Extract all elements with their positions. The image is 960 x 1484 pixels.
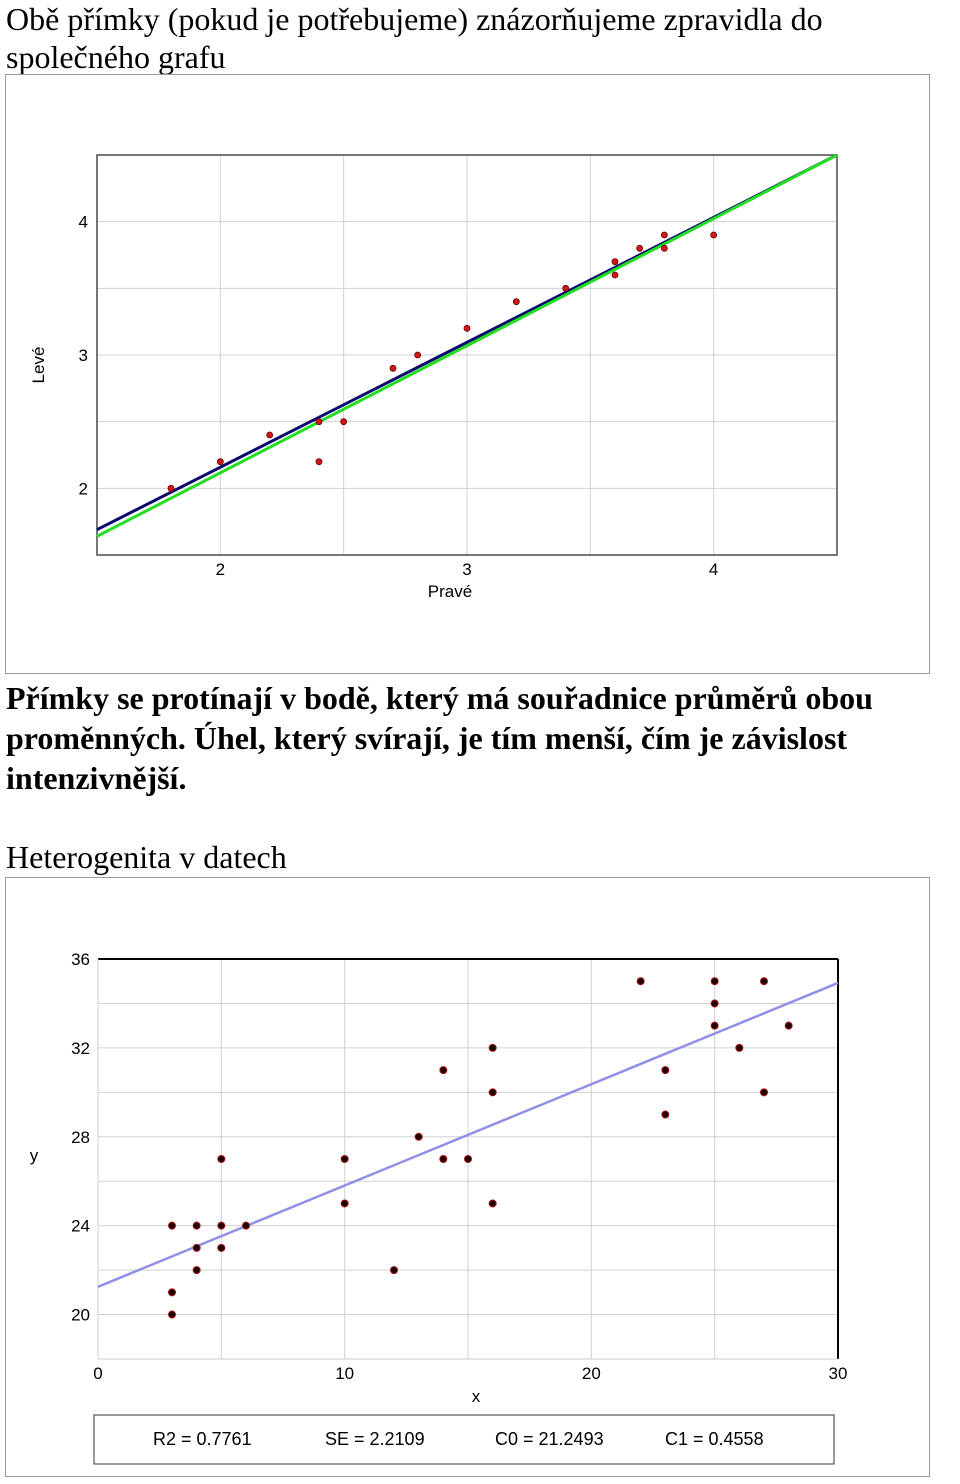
data-point [710,1021,719,1030]
stat-value: SE = 2.2109 [325,1429,425,1449]
data-point [390,1266,398,1275]
data-point [242,1221,250,1230]
data-point [340,1155,349,1163]
stat-value: R2 = 0.7761 [153,1429,252,1449]
section-heading-heterogeneity: Heterogenita v datech [6,839,287,875]
data-point [611,271,619,279]
data-point [439,1066,448,1075]
chart-panel-heterogeneity: 0 10 20 30 20 24 28 32 36 x y R2 = 0.7761 SE = 2.210… [5,877,930,1477]
data-point [315,458,323,466]
data-point [760,1088,768,1097]
data-point [340,1199,349,1208]
plot-area-frame [96,154,838,556]
y-tick-label: 32 [71,1039,90,1058]
heterogeneity-chart: 0 10 20 30 20 24 28 32 36 x y R2 = 0.7761 SE = 2.210… [30,950,848,1465]
x-tick-label: 2 [216,560,225,579]
x-tick-label: 30 [829,1364,848,1383]
x-tick-label: 0 [93,1364,102,1383]
y-tick-label: 4 [79,213,88,232]
y-tick-label: 36 [71,950,90,969]
y-tick-label: 28 [71,1128,90,1147]
section-heading-regression-lines: Obě přímky (pokud je potřebujeme) znázor… [6,1,823,75]
regression-line-green [96,153,838,538]
data-point [464,1155,472,1163]
data-point [315,418,323,426]
data-point [488,1043,497,1052]
data-point [784,1021,793,1030]
data-point [463,324,471,332]
data-point [266,431,274,439]
x-tick-label: 4 [709,560,718,579]
data-point [512,298,520,306]
regression-lines-chart: 2 3 4 2 3 4 Pravé Levé [29,153,838,601]
data-point [217,1243,226,1252]
data-point [636,977,645,986]
data-point [660,231,668,239]
data-point [661,1066,670,1075]
data-point [488,1199,497,1208]
x-axis-label: x [472,1387,481,1406]
data-point [414,1132,423,1141]
data-point [710,999,719,1008]
data-point [340,418,348,426]
data-point [168,1221,176,1230]
y-axis-label: Levé [29,347,48,384]
data-point [660,244,668,252]
data-point [488,1088,497,1097]
data-point [760,977,768,986]
y-axis-label: y [30,1146,39,1165]
stats-box [93,1414,835,1465]
x-tick-label: 3 [462,560,471,579]
data-point [439,1155,448,1163]
data-point [735,1043,744,1052]
y-tick-label: 24 [71,1217,90,1236]
data-point [389,364,397,372]
y-tick-label: 20 [71,1306,90,1325]
x-axis-label: Pravé [428,582,472,601]
x-tick-label: 20 [582,1364,601,1383]
chart-panel-regression: 2 3 4 2 3 4 Pravé Levé [5,74,930,674]
data-point [168,1288,176,1297]
data-point [661,1110,670,1119]
data-point [710,977,719,986]
regression-line [97,981,839,1288]
explanation-paragraph: Přímky se protínají v bodě, který má sou… [6,680,873,796]
data-point [168,1310,176,1319]
data-point [192,1266,201,1275]
x-tick-label: 10 [335,1364,354,1383]
data-point [216,458,224,466]
data-point [636,244,644,252]
data-point [192,1221,201,1230]
data-point [192,1243,201,1252]
data-point [611,258,619,266]
data-point [217,1155,226,1163]
data-point [167,484,175,492]
data-point [414,351,422,359]
stat-value: C0 = 21.2493 [495,1429,604,1449]
data-point [710,231,718,239]
stat-value: C1 = 0.4558 [665,1429,764,1449]
data-point [562,284,570,292]
y-tick-label: 2 [79,479,88,498]
data-point [217,1221,226,1230]
y-tick-label: 3 [79,346,88,365]
